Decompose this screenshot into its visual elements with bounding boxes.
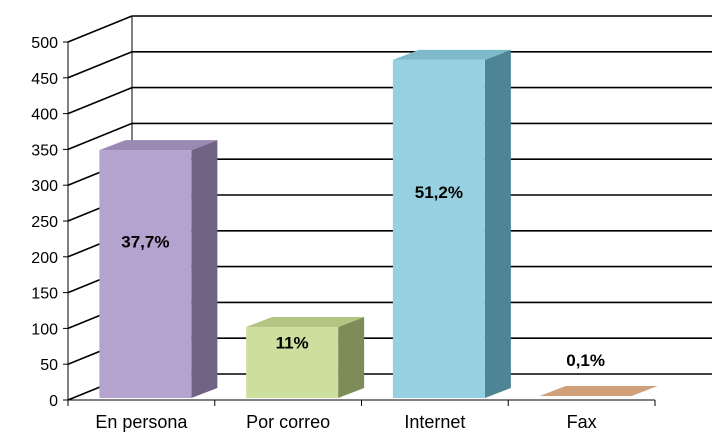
gridline-side <box>67 15 133 43</box>
y-axis-tick-labels: 0 50 100 150 200 250 300 350 400 450 500 <box>31 35 58 410</box>
x-axis-category-labels: En persona Por correo Internet Fax <box>95 412 596 432</box>
y-tick-label: 150 <box>31 286 58 303</box>
bar-top-face <box>392 49 511 60</box>
bar-front-face <box>99 150 192 398</box>
bar-top-face <box>539 386 658 396</box>
bar-fax <box>539 386 658 396</box>
data-label: 0,1% <box>566 351 605 370</box>
y-tick-label: 350 <box>31 142 58 159</box>
y-tick-label: 100 <box>31 321 58 338</box>
bar-side-face <box>338 316 365 398</box>
data-label: 51,2% <box>415 183 463 202</box>
y-tick-label: 300 <box>31 178 58 195</box>
gridline-side <box>67 86 133 115</box>
bar-por-correo <box>246 316 365 398</box>
bar-side-face <box>191 140 218 398</box>
x-category-label: Internet <box>404 412 465 432</box>
bar-top-face <box>246 316 365 327</box>
bar-front-face <box>392 59 485 399</box>
data-label: 11% <box>276 333 309 352</box>
x-category-label: En persona <box>95 412 188 432</box>
bars <box>99 49 658 399</box>
gridline-side <box>67 122 133 151</box>
y-tick-label: 400 <box>31 107 58 124</box>
bar-front-face <box>246 326 339 398</box>
y-tick-label: 450 <box>31 71 58 88</box>
data-label: 37,7% <box>121 233 169 252</box>
bar-internet <box>392 49 511 399</box>
x-category-label: Por correo <box>246 412 330 432</box>
y-tick-label: 200 <box>31 250 58 267</box>
y-tick-label: 0 <box>49 393 58 410</box>
x-category-label: Fax <box>567 412 597 432</box>
bar-en-persona <box>99 140 218 398</box>
y-tick-label: 50 <box>40 357 58 374</box>
bar-top-face <box>99 140 218 151</box>
bar-side-face <box>484 49 511 399</box>
data-labels: 37,7% 11% 51,2% 0,1% <box>121 183 605 370</box>
gridline-side <box>67 51 133 79</box>
y-tick-label: 500 <box>31 35 58 52</box>
y-tick-label: 250 <box>31 214 58 231</box>
